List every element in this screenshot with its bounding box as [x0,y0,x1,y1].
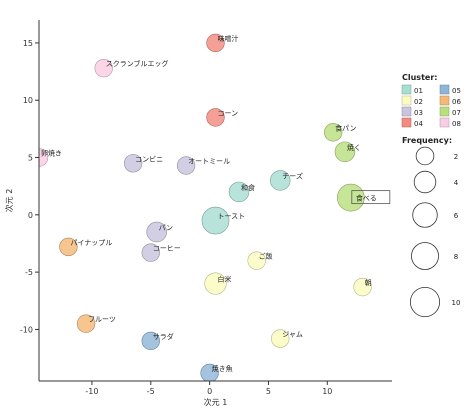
bubble-label: コーン [218,109,239,117]
bubble-13 [146,221,167,243]
bubble-label: 焼く [347,143,361,152]
y-tick-label: 10 [23,96,33,105]
x-tick-label: 10 [322,387,332,396]
size-legend-circle [413,170,437,194]
cluster-legend-label: 06 [452,98,461,106]
y-tick-label: 0 [28,211,33,220]
bubble-label: 味噌汁 [218,34,239,43]
y-axis-title: 次元 2 [4,189,14,213]
bubble-label: オートミール [188,158,230,166]
bubble-2 [94,58,113,78]
bubble-21 [271,329,290,348]
bubble-label: 和食 [241,183,255,192]
size-legend-circle [415,146,435,166]
bubble-label: ジャム [282,331,303,339]
highlight-box [351,190,391,205]
bubble-5 [123,154,143,173]
bubble-label: サラダ [153,332,174,341]
bubble-label: コンビニ [135,154,163,163]
bubble-label: 朝 [365,279,372,287]
cluster-swatch [401,106,412,117]
cluster-swatch [439,95,450,106]
size-legend-circle [412,202,438,228]
cluster-swatch [439,106,450,117]
bubble-label: パイナップル [70,239,112,247]
bubble-label: フルーツ [88,316,116,324]
cluster-swatch [439,117,450,128]
bubble-label: 食パン [335,123,356,132]
y-tick-label: -10 [20,325,33,334]
bubble-17 [204,272,227,295]
y-tick-label: 15 [23,39,33,48]
y-tick-label: -5 [25,268,33,277]
x-tick-label: 0 [207,387,212,396]
bubble-label: 卵焼き [41,149,62,158]
bubble-label: チーズ [282,171,303,180]
size-legend-label: 8 [454,253,458,261]
bubble-22 [200,363,219,381]
cluster-swatch [401,84,412,95]
bubble-15 [141,243,160,262]
size-legend-label: 2 [454,153,458,161]
size-legend-label: 10 [452,299,461,307]
cluster-legend-label: 05 [452,87,461,95]
x-tick-label: -10 [85,387,98,396]
cluster-legend-label: 01 [414,87,423,95]
bubble-14 [59,237,78,257]
cluster-legend-title: Cluster: [402,73,437,82]
size-legend-circle [411,242,439,270]
y-tick-label: 5 [28,154,33,163]
cluster-legend-label: 02 [414,98,423,106]
size-legend-title: Frequency: [402,136,452,145]
bubble-group [39,33,372,381]
bubble-18 [353,277,372,297]
bubble-8 [334,141,356,163]
bubble-3 [206,108,225,127]
bubble-6 [176,156,196,175]
bubble-16 [247,251,266,270]
bubble-9 [270,170,291,191]
bubble-20 [141,331,160,351]
size-legend-circle [409,286,441,318]
cluster-swatch [401,117,412,128]
bubble-label: トースト [218,213,246,221]
axes: -10 -5 0 5 10 -10 -5 0 5 10 15 次元 1 次元 2 [4,20,392,407]
cluster-legend-label: 08 [452,120,461,128]
bubble-label: 食べる [356,194,377,203]
bubble-label: パン [159,224,173,232]
size-legend-label: 4 [454,179,459,187]
x-tick-label: 5 [266,387,271,396]
bubble-12 [201,206,230,235]
bubble-label: スクランブルエッグ [106,59,169,68]
cluster-legend-label: 04 [414,120,423,128]
cluster-swatch [401,95,412,106]
bubble-1 [206,33,225,53]
bubble-label: 焼き魚 [212,364,233,373]
bubble-label: ご飯 [259,252,273,261]
bubble-19 [76,314,96,333]
cluster-legend-label: 03 [414,109,423,117]
cluster-legend-label: 07 [452,109,461,117]
x-tick-label: -5 [147,387,155,396]
bubble-label: コーヒー [153,245,181,253]
bubble-10 [228,181,250,203]
x-axis-title: 次元 1 [204,397,228,407]
bubble-label: 白米 [218,275,232,284]
size-legend-label: 6 [454,212,459,220]
bubble-4 [39,148,49,167]
bubble-7 [323,123,343,142]
cluster-swatch [439,84,450,95]
